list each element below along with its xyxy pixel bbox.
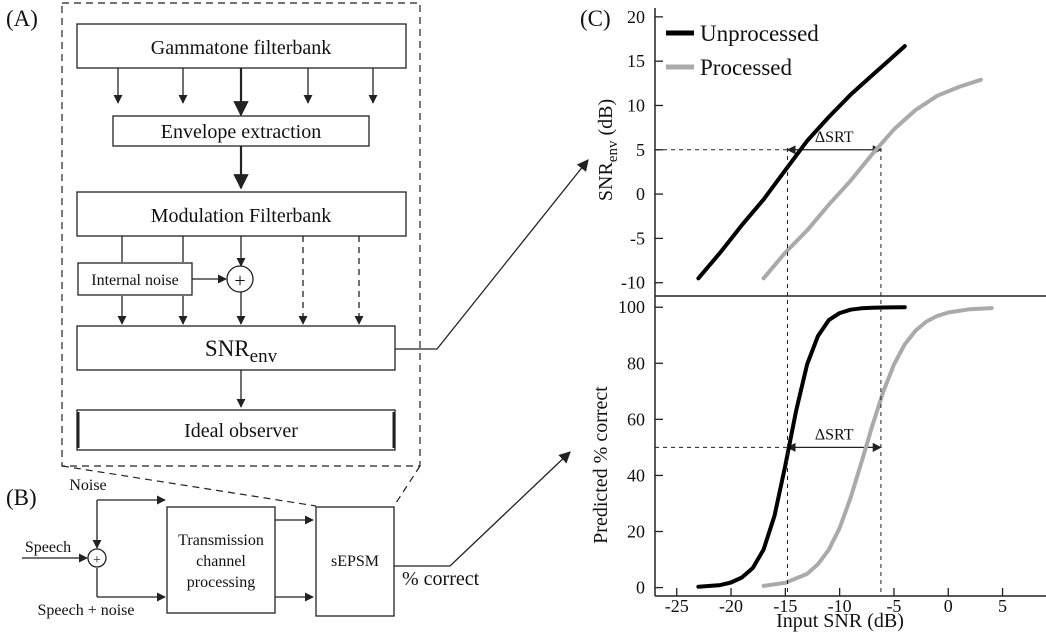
top-y-tick-label: 0 <box>636 184 645 204</box>
panel-label-a: (A) <box>6 6 38 31</box>
x-tick-label: 5 <box>998 596 1007 616</box>
sepsm-to-bottom-chart-arrow <box>394 452 570 566</box>
bottom-y-tick-label: 60 <box>627 409 645 429</box>
legend-label-unprocessed: Unprocessed <box>700 21 819 46</box>
envelope-label: Envelope extraction <box>161 121 322 143</box>
snr-to-top-chart-arrow <box>395 160 588 349</box>
zoom-line-right <box>394 466 420 506</box>
top-y-tick-label: -5 <box>630 228 645 248</box>
summation-node-a-plus: + <box>234 270 245 292</box>
top-y-tick-label: 20 <box>627 7 645 27</box>
speech-label: Speech <box>25 539 71 556</box>
top-y-axis-label: SNRenv (dB) <box>595 99 621 201</box>
x-tick-label: -20 <box>719 596 743 616</box>
percent-correct-label: % correct <box>402 568 480 590</box>
top-y-tick-label: 10 <box>627 95 645 115</box>
bottom-y-tick-label: 20 <box>627 522 645 542</box>
modulation-label: Modulation Filterbank <box>151 205 332 227</box>
top-y-tick-label: -10 <box>621 273 645 293</box>
x-tick-label: 0 <box>944 596 953 616</box>
transmission-label-1: Transmission <box>178 532 264 549</box>
summation-node-b-plus: + <box>93 553 101 568</box>
top-delta-srt-label: ΔSRT <box>815 129 854 146</box>
top-y-tick-label: 5 <box>636 140 645 160</box>
bottom-y-tick-label: 40 <box>627 465 645 485</box>
top-y-tick-label: 15 <box>627 51 645 71</box>
bottom-y-tick-label: 100 <box>618 297 645 317</box>
transmission-label-3: processing <box>187 574 255 591</box>
bottom-delta-srt-label: ΔSRT <box>815 426 854 443</box>
x-axis-label: Input SNR (dB) <box>776 610 904 632</box>
top-series-processed <box>764 80 981 278</box>
bottom-y-tick-label: 0 <box>636 578 645 598</box>
sepsm-label: sEPSM <box>331 553 379 570</box>
transmission-label-2: channel <box>196 553 246 570</box>
legend: Unprocessed Processed <box>666 21 819 80</box>
panel-label-b: (B) <box>6 485 37 510</box>
legend-label-processed: Processed <box>700 55 792 80</box>
gammatone-label: Gammatone filterbank <box>151 37 332 59</box>
top-series-unprocessed <box>698 46 904 278</box>
bottom-y-axis-label: Predicted % correct <box>590 386 612 544</box>
ideal-observer-label: Ideal observer <box>184 420 298 442</box>
bottom-y-tick-label: 80 <box>627 353 645 373</box>
noise-label: Noise <box>69 477 106 494</box>
x-tick-label: -25 <box>665 596 689 616</box>
panel-label-c: (C) <box>580 6 611 31</box>
speech-noise-label: Speech + noise <box>38 602 135 619</box>
gammatone-to-envelope-arrows <box>118 68 373 115</box>
internal-noise-label: Internal noise <box>91 272 179 289</box>
